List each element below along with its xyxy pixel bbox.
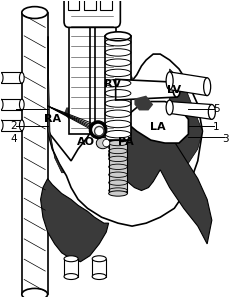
Ellipse shape bbox=[89, 121, 107, 139]
Ellipse shape bbox=[109, 191, 127, 196]
Polygon shape bbox=[109, 140, 127, 193]
Text: AO: AO bbox=[77, 136, 95, 147]
Polygon shape bbox=[1, 99, 22, 110]
Text: RV: RV bbox=[104, 79, 121, 89]
Polygon shape bbox=[105, 36, 131, 140]
Ellipse shape bbox=[22, 288, 48, 298]
Ellipse shape bbox=[204, 78, 211, 96]
Polygon shape bbox=[130, 102, 188, 143]
Polygon shape bbox=[92, 259, 106, 277]
Text: 3: 3 bbox=[223, 134, 229, 144]
Ellipse shape bbox=[96, 137, 109, 149]
Polygon shape bbox=[84, 0, 96, 10]
Polygon shape bbox=[1, 120, 22, 131]
Ellipse shape bbox=[64, 256, 78, 262]
Text: 5: 5 bbox=[213, 104, 220, 114]
Ellipse shape bbox=[69, 4, 90, 15]
Text: 2: 2 bbox=[10, 121, 17, 131]
Polygon shape bbox=[48, 36, 202, 226]
Polygon shape bbox=[158, 69, 202, 173]
Ellipse shape bbox=[0, 120, 3, 131]
Polygon shape bbox=[41, 179, 109, 262]
Text: 4: 4 bbox=[10, 134, 17, 144]
Polygon shape bbox=[22, 13, 48, 294]
Ellipse shape bbox=[64, 274, 78, 280]
Polygon shape bbox=[101, 134, 130, 161]
Ellipse shape bbox=[19, 120, 24, 131]
Polygon shape bbox=[135, 96, 153, 111]
Text: 1: 1 bbox=[213, 122, 220, 132]
FancyBboxPatch shape bbox=[64, 0, 120, 27]
Ellipse shape bbox=[105, 32, 131, 41]
Polygon shape bbox=[64, 259, 78, 277]
Polygon shape bbox=[95, 10, 116, 134]
Polygon shape bbox=[100, 0, 112, 10]
Ellipse shape bbox=[166, 72, 173, 90]
Ellipse shape bbox=[95, 4, 116, 15]
Ellipse shape bbox=[92, 124, 104, 136]
Ellipse shape bbox=[92, 256, 106, 262]
Ellipse shape bbox=[19, 72, 24, 83]
Polygon shape bbox=[69, 10, 90, 134]
Polygon shape bbox=[109, 119, 212, 244]
Text: PA: PA bbox=[118, 136, 134, 147]
Polygon shape bbox=[64, 108, 80, 125]
Ellipse shape bbox=[22, 7, 48, 18]
Polygon shape bbox=[101, 72, 135, 102]
Ellipse shape bbox=[0, 72, 3, 83]
Polygon shape bbox=[48, 36, 64, 173]
Ellipse shape bbox=[166, 100, 173, 115]
Ellipse shape bbox=[19, 99, 24, 110]
Ellipse shape bbox=[173, 82, 180, 97]
Ellipse shape bbox=[103, 139, 110, 147]
Ellipse shape bbox=[0, 99, 3, 110]
Polygon shape bbox=[1, 72, 22, 83]
Ellipse shape bbox=[92, 123, 104, 136]
Polygon shape bbox=[67, 0, 79, 10]
Ellipse shape bbox=[92, 274, 106, 280]
Polygon shape bbox=[170, 102, 212, 119]
Text: LA: LA bbox=[150, 122, 166, 132]
Text: RA: RA bbox=[44, 114, 61, 124]
Ellipse shape bbox=[208, 105, 215, 119]
Polygon shape bbox=[170, 72, 207, 96]
Text: LV: LV bbox=[167, 85, 181, 95]
Polygon shape bbox=[116, 79, 177, 100]
